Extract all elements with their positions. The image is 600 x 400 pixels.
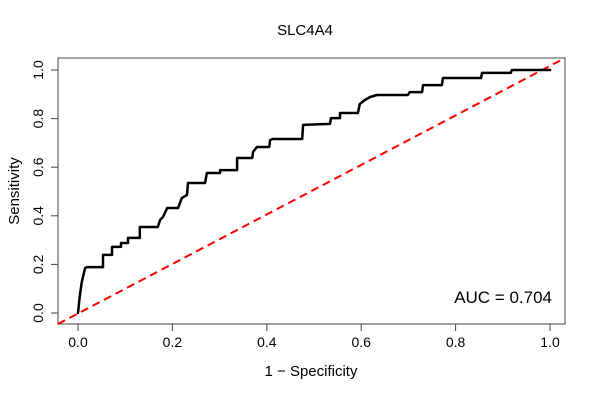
plot-box [57,57,566,325]
x-tick-label: 1.0 [540,334,560,350]
x-axis-label: 1 − Specificity [265,363,358,380]
y-tick-label: 0.4 [30,206,46,226]
y-axis-label: Sensitivity [6,157,23,225]
x-tick-label: 0.4 [257,334,277,350]
roc-curve-line [76,68,552,315]
y-tick-label: 0.8 [30,109,46,129]
chance-diagonal-line [57,57,566,325]
x-tick-label: 0.2 [163,334,183,350]
y-axis-ticks: 0.0 0.2 0.4 0.6 0.8 1.0 [30,60,58,323]
y-tick-label: 0.6 [30,157,46,177]
x-tick-label: 0.8 [446,334,466,350]
y-tick-label: 0.0 [30,303,46,323]
auc-annotation: AUC = 0.704 [454,288,552,307]
x-axis-ticks: 0.0 0.2 0.4 0.6 0.8 1.0 [68,324,560,350]
x-tick-label: 0.0 [68,334,88,350]
chart-title: SLC4A4 [277,22,333,39]
y-tick-label: 0.2 [30,254,46,274]
x-tick-label: 0.6 [351,334,371,350]
y-tick-label: 1.0 [30,60,46,80]
